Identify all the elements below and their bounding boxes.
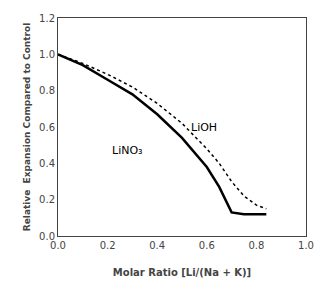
svg-text:0.8: 0.8 [248, 240, 264, 251]
svg-text:0.6: 0.6 [199, 240, 215, 251]
svg-text:0.2: 0.2 [100, 240, 116, 251]
svg-text:LiOH: LiOH [191, 121, 217, 134]
svg-text:0.2: 0.2 [39, 194, 55, 205]
svg-text:0.4: 0.4 [149, 240, 165, 251]
svg-text:Molar Ratio [Li/(Na + K)]: Molar Ratio [Li/(Na + K)] [113, 267, 251, 278]
svg-text:0.8: 0.8 [39, 85, 55, 96]
svg-text:Relative Expansion Compared t: Relative Expansion Compared to Control [22, 23, 32, 231]
svg-text:0.6: 0.6 [39, 122, 55, 133]
svg-text:0.4: 0.4 [39, 158, 55, 169]
svg-text:LiNO₃: LiNO₃ [112, 144, 142, 157]
svg-text:1.2: 1.2 [39, 13, 55, 24]
svg-text:0.0: 0.0 [50, 240, 66, 251]
svg-text:1.0: 1.0 [39, 49, 55, 60]
svg-text:0.0: 0.0 [39, 231, 55, 242]
svg-text:1.0: 1.0 [298, 240, 314, 251]
